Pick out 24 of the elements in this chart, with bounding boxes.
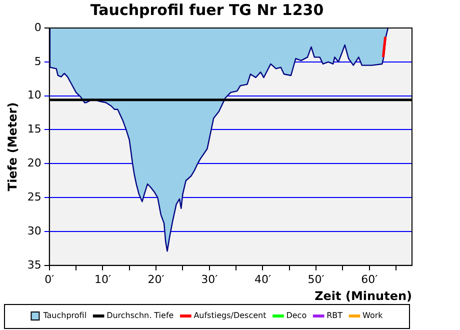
x-axis-title: Zeit (Minuten) — [314, 288, 412, 303]
y-tick-label: 30 — [27, 224, 42, 238]
y-tick-label: 5 — [34, 54, 42, 68]
x-tick-label: 20′ — [148, 272, 165, 286]
y-tick-label: 20 — [27, 156, 42, 170]
legend-label: Work — [362, 311, 384, 320]
y-tick-label: 0 — [34, 20, 42, 34]
y-axis-title: Tiefe (Meter) — [5, 102, 20, 192]
y-tick-label: 10 — [27, 88, 42, 102]
legend-label: Aufstiegs/Descent — [194, 311, 266, 320]
x-tick-label: 40′ — [254, 272, 272, 286]
legend-label: RBT — [326, 311, 343, 320]
y-tick-label: 15 — [27, 122, 42, 136]
chart-title: Tauchprofil fuer TG Nr 1230 — [90, 0, 324, 19]
y-tick-label: 25 — [27, 190, 42, 204]
legend-label: Tauchprofil — [42, 311, 87, 320]
legend-label: Durchschn. Tiefe — [106, 311, 174, 320]
legend-label: Deco — [286, 311, 307, 320]
y-tick-label: 35 — [27, 258, 42, 272]
x-tick-label: 50′ — [308, 272, 325, 286]
x-tick-label: 0′ — [44, 272, 55, 286]
x-tick-label: 30′ — [201, 272, 218, 286]
x-tick-label: 10′ — [94, 272, 112, 286]
x-tick-label: 60′ — [361, 272, 378, 286]
